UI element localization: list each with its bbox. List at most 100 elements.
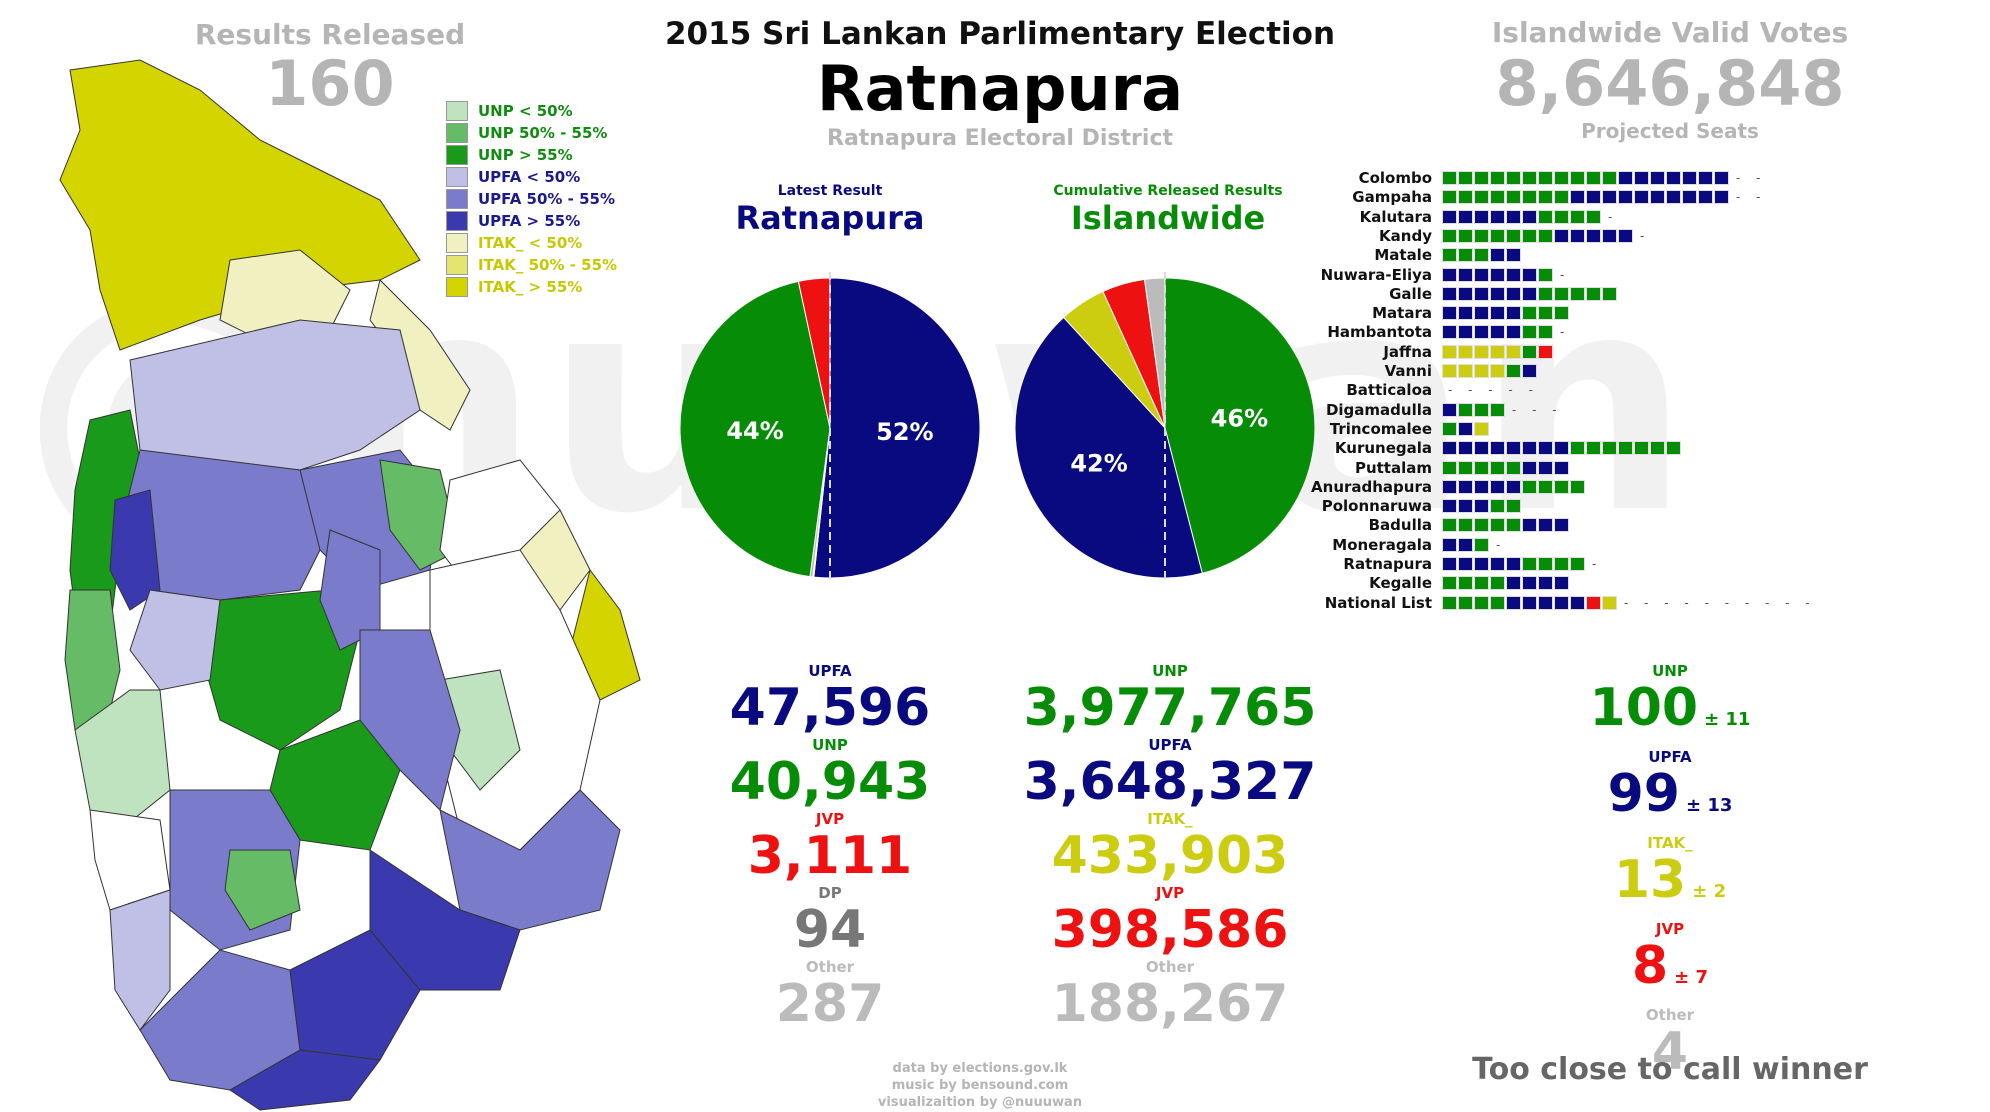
- seat-uncertain-marker: - - - - - - - - - -: [1624, 595, 1816, 610]
- party-label: JVP: [815, 810, 845, 828]
- seat-box-upfa: [1522, 364, 1537, 378]
- seat-box-unp: [1474, 460, 1489, 475]
- seat-district-label: Kalutara: [1359, 207, 1432, 226]
- seat-box-unp: [1458, 190, 1473, 205]
- seat-box-upfa: [1554, 595, 1569, 610]
- vote-count: 3,977,765: [1023, 678, 1317, 738]
- seat-box-upfa: [1618, 190, 1633, 205]
- seat-box-unp: [1490, 190, 1505, 205]
- seat-box-upfa: [1458, 537, 1473, 552]
- legend-swatch: [446, 167, 468, 187]
- seat-row: Moneragala -: [1300, 536, 1506, 554]
- seat-row: Matale: [1300, 246, 1522, 264]
- seat-uncertain-marker: - -: [1736, 190, 1767, 205]
- seat-box-unp: [1506, 364, 1521, 378]
- seat-row: Kandy -: [1300, 227, 1650, 245]
- seat-district-label: Galle: [1389, 284, 1432, 303]
- seat-box-itak: [1474, 421, 1489, 436]
- pie-slice-unp: [1164, 277, 1316, 574]
- seat-box-unp: [1458, 402, 1473, 417]
- seat-box-upfa: [1554, 441, 1569, 456]
- seat-uncertain-marker: - - -: [1512, 402, 1563, 417]
- seat-district-label: Kandy: [1379, 226, 1432, 245]
- pie-slice-upfa: [1014, 316, 1203, 579]
- seat-box-unp: [1618, 441, 1633, 456]
- seat-box-unp: [1522, 306, 1537, 321]
- seat-box-unp: [1506, 171, 1521, 185]
- projected-seats-label: Projected Seats: [1581, 119, 1759, 143]
- seat-box-unp: [1442, 460, 1457, 475]
- party-label: Other: [1145, 958, 1195, 976]
- seat-box-unp: [1490, 228, 1505, 243]
- seat-box-upfa: [1522, 576, 1537, 591]
- seat-box-unp: [1490, 518, 1505, 533]
- seat-box-unp: [1586, 441, 1601, 456]
- seat-box-upfa: [1506, 595, 1521, 610]
- seat-count: 13: [1613, 850, 1687, 910]
- seat-box-upfa: [1490, 325, 1505, 340]
- seat-box-upfa: [1506, 248, 1521, 263]
- seat-box-unp: [1490, 171, 1505, 185]
- seat-box-upfa: [1602, 190, 1617, 205]
- seat-box-upfa: [1474, 325, 1489, 340]
- seat-box-upfa: [1490, 306, 1505, 321]
- seat-district-label: Digamadulla: [1325, 400, 1432, 419]
- party-label: ITAK_: [1147, 810, 1193, 828]
- legend-label: ITAK_ > 55%: [478, 278, 583, 296]
- seat-box-unp: [1458, 595, 1473, 610]
- seat-row: Ratnapura -: [1300, 555, 1602, 573]
- seat-district-label: Anuradhapura: [1311, 477, 1432, 496]
- seat-uncertain-marker: -: [1560, 267, 1571, 282]
- seat-box-unp: [1490, 576, 1505, 591]
- legend-item: UPFA > 55%: [446, 210, 617, 232]
- seat-box-upfa: [1666, 171, 1681, 185]
- seat-box-upfa: [1650, 171, 1665, 185]
- seat-box-upfa: [1714, 190, 1729, 205]
- vote-count: 3,648,327: [1023, 752, 1317, 812]
- legend-swatch: [446, 277, 468, 297]
- seat-district-label: Badulla: [1368, 516, 1432, 535]
- seat-box-itak: [1474, 364, 1489, 378]
- seat-box-upfa: [1490, 441, 1505, 456]
- seat-district-label: Vanni: [1384, 362, 1432, 380]
- legend-swatch: [446, 255, 468, 275]
- seat-district-label: Kegalle: [1369, 574, 1432, 593]
- seat-row: Digamadulla - - -: [1300, 401, 1563, 419]
- sri-lanka-map: [59, 59, 641, 1111]
- pie1-subtitle: Latest Result: [777, 183, 883, 199]
- seat-row: Nuwara-Eliya -: [1300, 266, 1570, 284]
- legend-swatch: [446, 211, 468, 231]
- seat-district-label: Matale: [1374, 246, 1432, 265]
- seat-box-unp: [1442, 576, 1457, 591]
- seat-district-label: Colombo: [1358, 169, 1432, 187]
- seat-box-upfa: [1538, 595, 1553, 610]
- seat-row: Kegalle: [1300, 574, 1570, 592]
- seat-box-unp: [1554, 171, 1569, 185]
- seat-box-unp: [1522, 557, 1537, 571]
- pie-slice-unp: [679, 280, 831, 578]
- pie-label: 42%: [1070, 450, 1127, 478]
- legend-label: ITAK_ < 50%: [478, 234, 583, 252]
- seat-district-label: Ratnapura: [1343, 555, 1432, 573]
- seat-box-upfa: [1538, 460, 1553, 475]
- seat-margin: ± 11: [1704, 709, 1751, 730]
- party-label: UPFA: [808, 662, 852, 680]
- pie2-title: Islandwide: [1070, 199, 1266, 237]
- seat-row: Gampaha - -: [1300, 188, 1766, 206]
- legend-item: UNP < 50%: [446, 100, 617, 122]
- page-title: 2015 Sri Lankan Parlimentary Election: [664, 16, 1336, 52]
- seat-uncertain-marker: -: [1560, 325, 1571, 340]
- seat-box-upfa: [1490, 267, 1505, 282]
- map-region-green-mid: [379, 459, 461, 571]
- seat-party-label: UNP: [1652, 662, 1688, 680]
- seat-box-unp: [1474, 595, 1489, 610]
- seat-box-upfa: [1522, 441, 1537, 456]
- seat-box-upfa: [1522, 518, 1537, 533]
- legend-label: UPFA < 50%: [478, 168, 581, 186]
- seat-box-unp: [1522, 228, 1537, 243]
- seat-box-upfa: [1442, 499, 1457, 514]
- pie-label: 46%: [1211, 405, 1268, 433]
- legend-label: ITAK_ 50% - 55%: [478, 256, 618, 274]
- credit-line: visualizaition by @nuuuwan: [877, 1095, 1083, 1110]
- seat-row: Badulla: [1300, 516, 1570, 534]
